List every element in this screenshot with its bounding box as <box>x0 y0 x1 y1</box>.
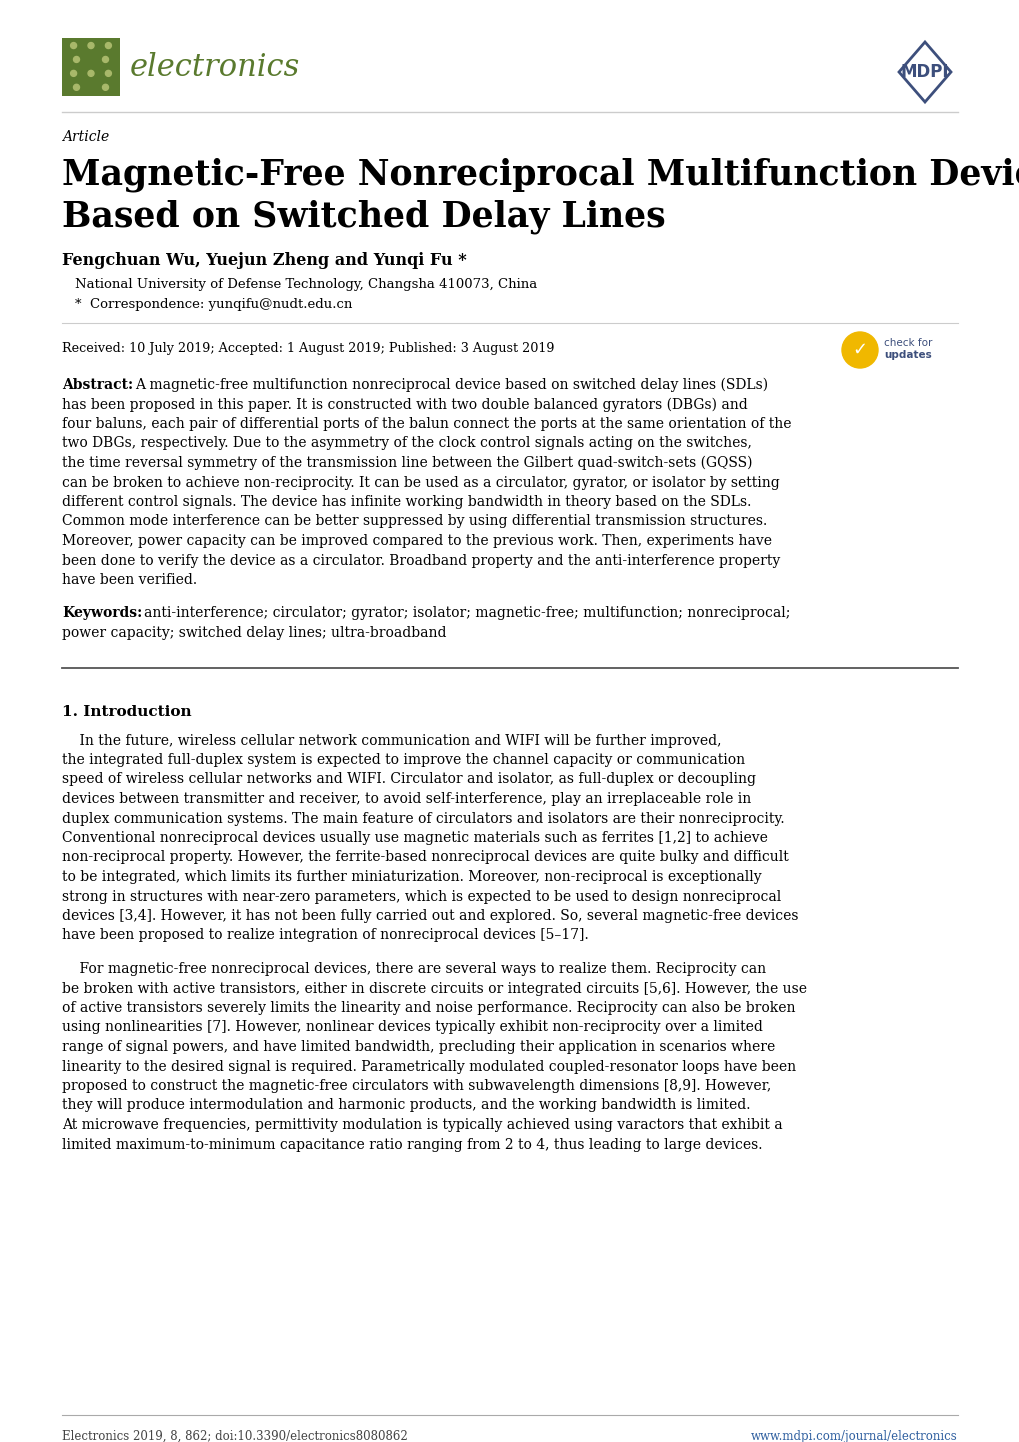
Text: duplex communication systems. The main feature of circulators and isolators are : duplex communication systems. The main f… <box>62 812 784 825</box>
Text: Received: 10 July 2019; Accepted: 1 August 2019; Published: 3 August 2019: Received: 10 July 2019; Accepted: 1 Augu… <box>62 342 554 355</box>
Text: ✓: ✓ <box>852 340 867 359</box>
Text: be broken with active transistors, either in discrete circuits or integrated cir: be broken with active transistors, eithe… <box>62 982 806 995</box>
Text: devices [3,4]. However, it has not been fully carried out and explored. So, seve: devices [3,4]. However, it has not been … <box>62 908 798 923</box>
Text: have been verified.: have been verified. <box>62 572 197 587</box>
Text: of active transistors severely limits the linearity and noise performance. Recip: of active transistors severely limits th… <box>62 1001 795 1015</box>
Text: www.mdpi.com/journal/electronics: www.mdpi.com/journal/electronics <box>751 1430 957 1442</box>
Text: can be broken to achieve non-reciprocity. It can be used as a circulator, gyrato: can be broken to achieve non-reciprocity… <box>62 476 779 489</box>
Circle shape <box>102 84 108 91</box>
Text: At microwave frequencies, permittivity modulation is typically achieved using va: At microwave frequencies, permittivity m… <box>62 1118 782 1132</box>
Text: been done to verify the device as a circulator. Broadband property and the anti-: been done to verify the device as a circ… <box>62 554 780 568</box>
Circle shape <box>73 84 79 91</box>
Text: linearity to the desired signal is required. Parametrically modulated coupled-re: linearity to the desired signal is requi… <box>62 1060 796 1073</box>
Text: For magnetic-free nonreciprocal devices, there are several ways to realize them.: For magnetic-free nonreciprocal devices,… <box>62 962 765 976</box>
Circle shape <box>73 56 79 62</box>
Circle shape <box>88 43 94 49</box>
Text: have been proposed to realize integration of nonreciprocal devices [5–17].: have been proposed to realize integratio… <box>62 929 588 943</box>
Text: non-reciprocal property. However, the ferrite-based nonreciprocal devices are qu: non-reciprocal property. However, the fe… <box>62 851 788 865</box>
Text: Common mode interference can be better suppressed by using differential transmis: Common mode interference can be better s… <box>62 515 766 529</box>
Circle shape <box>70 43 76 49</box>
Circle shape <box>841 332 877 368</box>
Text: the time reversal symmetry of the transmission line between the Gilbert quad-swi: the time reversal symmetry of the transm… <box>62 456 752 470</box>
Text: proposed to construct the magnetic-free circulators with subwavelength dimension: proposed to construct the magnetic-free … <box>62 1079 770 1093</box>
Text: they will produce intermodulation and harmonic products, and the working bandwid: they will produce intermodulation and ha… <box>62 1099 750 1112</box>
Text: devices between transmitter and receiver, to avoid self-interference, play an ir: devices between transmitter and receiver… <box>62 792 751 806</box>
Text: range of signal powers, and have limited bandwidth, precluding their application: range of signal powers, and have limited… <box>62 1040 774 1054</box>
Text: Electronics 2019, 8, 862; doi:10.3390/electronics8080862: Electronics 2019, 8, 862; doi:10.3390/el… <box>62 1430 408 1442</box>
Text: Article: Article <box>62 130 109 144</box>
Circle shape <box>102 56 108 62</box>
Text: Moreover, power capacity can be improved compared to the previous work. Then, ex: Moreover, power capacity can be improved… <box>62 534 771 548</box>
Circle shape <box>105 43 111 49</box>
Text: Abstract:: Abstract: <box>62 378 133 392</box>
Text: Magnetic-Free Nonreciprocal Multifunction Device: Magnetic-Free Nonreciprocal Multifunctio… <box>62 159 1019 192</box>
Text: updates: updates <box>883 350 930 360</box>
Text: four baluns, each pair of differential ports of the balun connect the ports at t: four baluns, each pair of differential p… <box>62 417 791 431</box>
FancyBboxPatch shape <box>62 37 120 97</box>
Text: Keywords:: Keywords: <box>62 607 142 620</box>
Circle shape <box>105 71 111 76</box>
Text: the integrated full-duplex system is expected to improve the channel capacity or: the integrated full-duplex system is exp… <box>62 753 745 767</box>
Text: Fengchuan Wu, Yuejun Zheng and Yunqi Fu *: Fengchuan Wu, Yuejun Zheng and Yunqi Fu … <box>62 252 467 270</box>
Circle shape <box>88 71 94 76</box>
Text: to be integrated, which limits its further miniaturization. Moreover, non-recipr: to be integrated, which limits its furth… <box>62 870 761 884</box>
Text: speed of wireless cellular networks and WIFI. Circulator and isolator, as full-d: speed of wireless cellular networks and … <box>62 773 755 786</box>
Text: Conventional nonreciprocal devices usually use magnetic materials such as ferrit: Conventional nonreciprocal devices usual… <box>62 831 767 845</box>
Text: 1. Introduction: 1. Introduction <box>62 705 192 720</box>
Text: two DBGs, respectively. Due to the asymmetry of the clock control signals acting: two DBGs, respectively. Due to the asymm… <box>62 437 751 450</box>
Circle shape <box>70 71 76 76</box>
Text: strong in structures with near-zero parameters, which is expected to be used to : strong in structures with near-zero para… <box>62 890 781 904</box>
Text: National University of Defense Technology, Changsha 410073, China: National University of Defense Technolog… <box>75 278 537 291</box>
Text: electronics: electronics <box>129 52 300 82</box>
Text: using nonlinearities [7]. However, nonlinear devices typically exhibit non-recip: using nonlinearities [7]. However, nonli… <box>62 1021 762 1034</box>
Text: A magnetic-free multifunction nonreciprocal device based on switched delay lines: A magnetic-free multifunction nonrecipro… <box>135 378 767 392</box>
Text: anti-interference; circulator; gyrator; isolator; magnetic-free; multifunction; : anti-interference; circulator; gyrator; … <box>144 607 790 620</box>
Text: has been proposed in this paper. It is constructed with two double balanced gyra: has been proposed in this paper. It is c… <box>62 398 747 412</box>
Text: limited maximum-to-minimum capacitance ratio ranging from 2 to 4, thus leading t: limited maximum-to-minimum capacitance r… <box>62 1138 762 1152</box>
Text: MDPI: MDPI <box>900 63 949 81</box>
Text: different control signals. The device has infinite working bandwidth in theory b: different control signals. The device ha… <box>62 495 751 509</box>
Text: check for: check for <box>883 337 931 348</box>
Text: Based on Switched Delay Lines: Based on Switched Delay Lines <box>62 200 665 235</box>
Text: *  Correspondence: yunqifu@nudt.edu.cn: * Correspondence: yunqifu@nudt.edu.cn <box>75 298 352 311</box>
Text: In the future, wireless cellular network communication and WIFI will be further : In the future, wireless cellular network… <box>62 734 720 747</box>
Text: power capacity; switched delay lines; ultra-broadband: power capacity; switched delay lines; ul… <box>62 626 446 640</box>
